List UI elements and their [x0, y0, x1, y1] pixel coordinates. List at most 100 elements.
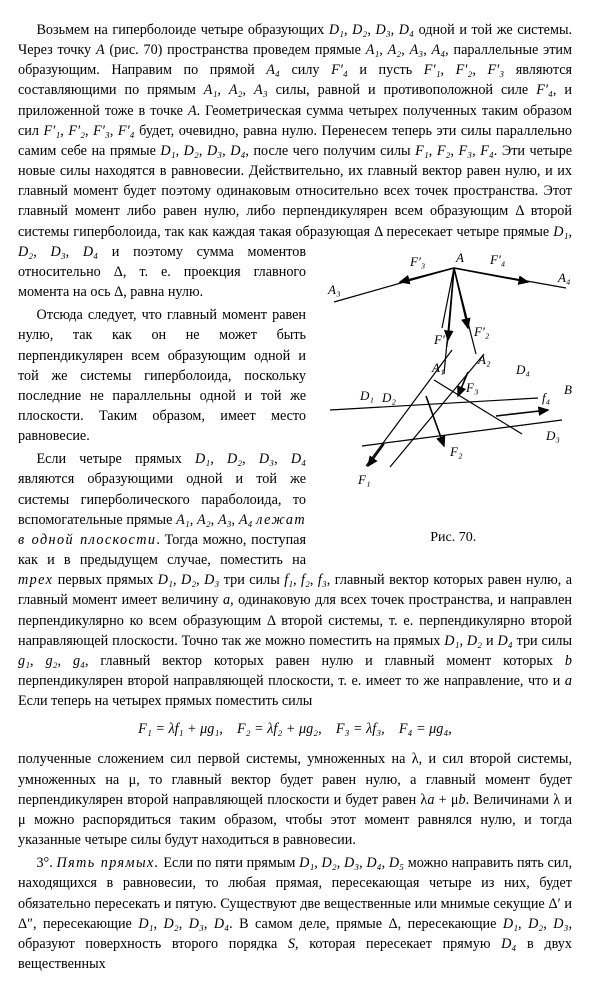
sym: D₂	[352, 22, 367, 38]
paragraph-4: полученные сложением сил первой системы,…	[18, 749, 572, 850]
sym: F′₂	[68, 123, 85, 139]
text: . В самом деле, прямые Δ, пересекающие	[229, 916, 503, 932]
sym: f₂	[301, 572, 310, 588]
sym: g₄	[73, 653, 85, 669]
sym: D₄	[214, 916, 229, 932]
sym: F′₁	[44, 123, 61, 139]
equation-forces: F₁ = λf₁ + μg₁, F₂ = λf₂ + μg₂, F₃ = λf₃…	[18, 719, 572, 739]
sym: D₄	[399, 22, 414, 38]
text: , которая пересекает прямую	[295, 936, 501, 952]
sym: A	[188, 103, 197, 119]
text: (рис. 70) пространства проведем прямые	[105, 42, 366, 58]
sym: D₁	[329, 22, 344, 38]
sym: b	[459, 792, 466, 808]
sym: D₃	[189, 916, 204, 932]
svg-text:F′₁: F′₁	[433, 332, 449, 347]
text: силы, равной и противоположной силе	[268, 82, 537, 98]
sym: D₃	[50, 244, 65, 260]
svg-text:A₃: A₃	[327, 282, 340, 297]
figure-70: F′₄F′₃F′₁F′₂F₁F₂F₃f₄A₃AA₄A₁A₂D₁D₂D₃D₄B Р…	[316, 244, 572, 548]
sym: f₃	[318, 572, 327, 588]
svg-text:F′₂: F′₂	[473, 324, 490, 339]
svg-text:D₁: D₁	[359, 388, 374, 403]
sym: D₁	[195, 451, 210, 467]
sym: D₂	[467, 633, 482, 649]
svg-text:D₃: D₃	[545, 428, 560, 443]
sym: A₁	[204, 82, 218, 98]
sym: A₂	[229, 82, 243, 98]
sym: A₄	[432, 42, 446, 58]
sym: D₂	[18, 244, 33, 260]
text: + μ	[434, 792, 458, 808]
sym: D₃	[553, 916, 568, 932]
text: , главный вектор которых равен нулю и гл…	[85, 653, 565, 669]
sym: A₂	[388, 42, 402, 58]
svg-text:A₄: A₄	[557, 270, 571, 285]
text: перпендикулярен второй направляющей плос…	[18, 673, 565, 689]
sym: D₄	[230, 143, 245, 159]
sym: F₁	[415, 143, 429, 159]
sym: F′₄	[536, 82, 553, 98]
sym: F′₃	[487, 62, 504, 78]
sym: D₄	[291, 451, 306, 467]
sym: D₄	[366, 855, 381, 871]
svg-text:F₁: F₁	[357, 472, 370, 487]
sym: A₃	[218, 512, 232, 528]
sym: A₃	[254, 82, 268, 98]
sym: D₂	[322, 855, 337, 871]
text: три силы	[513, 633, 572, 649]
text: , после чего получим силы	[245, 143, 415, 159]
sym: D₃	[375, 22, 390, 38]
sym: F′₄	[118, 123, 135, 139]
text: Если теперь на четырех прямых поместить …	[18, 693, 312, 709]
sym: b	[565, 653, 572, 669]
text: Если по пяти прямым	[160, 855, 299, 871]
sym: A₂	[197, 512, 211, 528]
svg-text:f₄: f₄	[542, 390, 551, 405]
sym: D₂	[181, 572, 196, 588]
sym: D₃	[204, 572, 219, 588]
sym: D₃	[259, 451, 274, 467]
svg-text:F′₄: F′₄	[489, 252, 506, 267]
text: и пусть	[348, 62, 424, 78]
sym: D₄	[83, 244, 98, 260]
text: Если четыре прямых	[36, 451, 195, 467]
sym: a	[223, 592, 230, 608]
svg-text:B: B	[564, 382, 572, 397]
sym: g₂	[45, 653, 57, 669]
svg-text:F₂: F₂	[449, 444, 463, 459]
sym: D₂	[184, 143, 199, 159]
sym: D₂	[227, 451, 242, 467]
sym: D₁	[160, 143, 175, 159]
sym: D₁	[138, 916, 153, 932]
sym: A₁	[366, 42, 380, 58]
text: силу	[280, 62, 331, 78]
sym: D₂	[528, 916, 543, 932]
sym: F₄	[480, 143, 494, 159]
svg-text:A₂: A₂	[477, 352, 491, 367]
svg-text:F₃: F₃	[465, 380, 478, 395]
sym: A₁	[176, 512, 190, 528]
sym: D₅	[389, 855, 404, 871]
text: три силы	[219, 572, 284, 588]
sym: f₁	[284, 572, 293, 588]
sym: D₁	[299, 855, 314, 871]
sym: A₄	[239, 512, 253, 528]
svg-text:D₂: D₂	[381, 390, 396, 405]
svg-text:D₄: D₄	[515, 362, 530, 377]
sym: D₁	[444, 633, 459, 649]
sym: S	[288, 936, 295, 952]
sym: F′₂	[456, 62, 473, 78]
text: Возьмем на гиперболоиде четыре образующи…	[36, 22, 328, 38]
svg-text:A₁: A₁	[431, 360, 444, 375]
svg-text:F′₃: F′₃	[409, 254, 425, 269]
text-italic: трех	[18, 572, 53, 588]
svg-text:A: A	[455, 250, 464, 265]
sym: F′₄	[331, 62, 348, 78]
sym: D₃	[344, 855, 359, 871]
sym: F₂	[437, 143, 451, 159]
sym: F₃	[459, 143, 473, 159]
sym: g₁	[18, 653, 30, 669]
figure-svg: F′₄ F′₃ F′₁ F′₂ F₁ F₂ F₃ f₄ A₃ A A₄ A₁ A₂ D₁ D₂ D₃ D₄ B	[316, 244, 572, 524]
sym: A	[96, 42, 105, 58]
